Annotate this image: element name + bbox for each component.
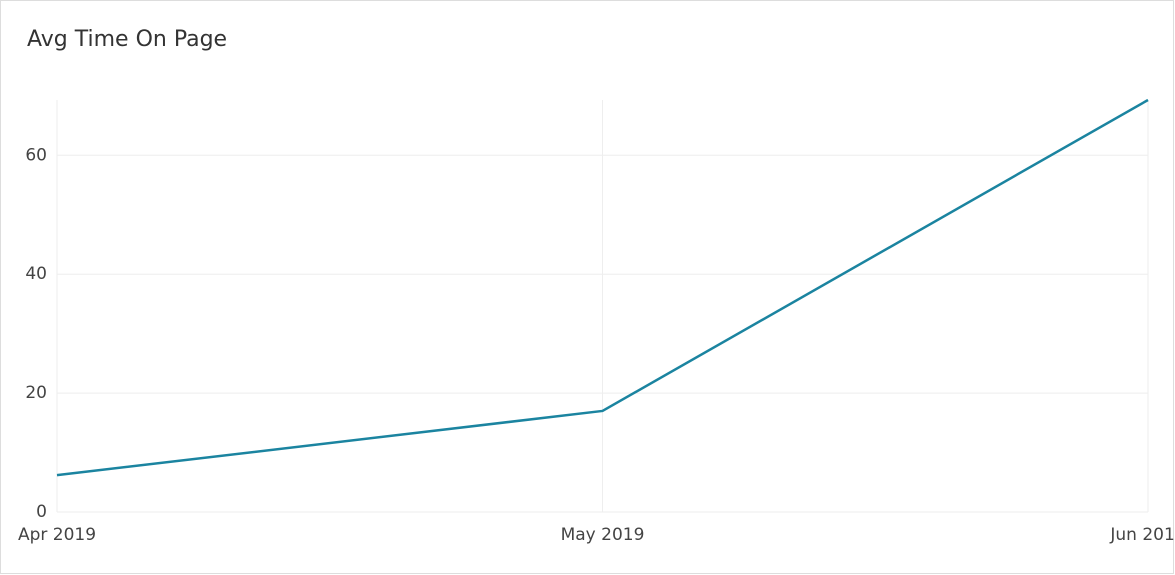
y-tick-label: 40 bbox=[25, 264, 47, 284]
line-series bbox=[56, 98, 1149, 477]
chart-title: Avg Time On Page bbox=[27, 27, 227, 52]
x-tick-label: May 2019 bbox=[561, 525, 645, 545]
y-tick-label: 20 bbox=[25, 383, 47, 403]
y-tick-label: 60 bbox=[25, 145, 47, 165]
x-tick-label: Jun 2019 bbox=[1109, 525, 1175, 545]
x-tick-label: Apr 2019 bbox=[18, 525, 96, 545]
y-tick-label: 0 bbox=[36, 502, 47, 522]
